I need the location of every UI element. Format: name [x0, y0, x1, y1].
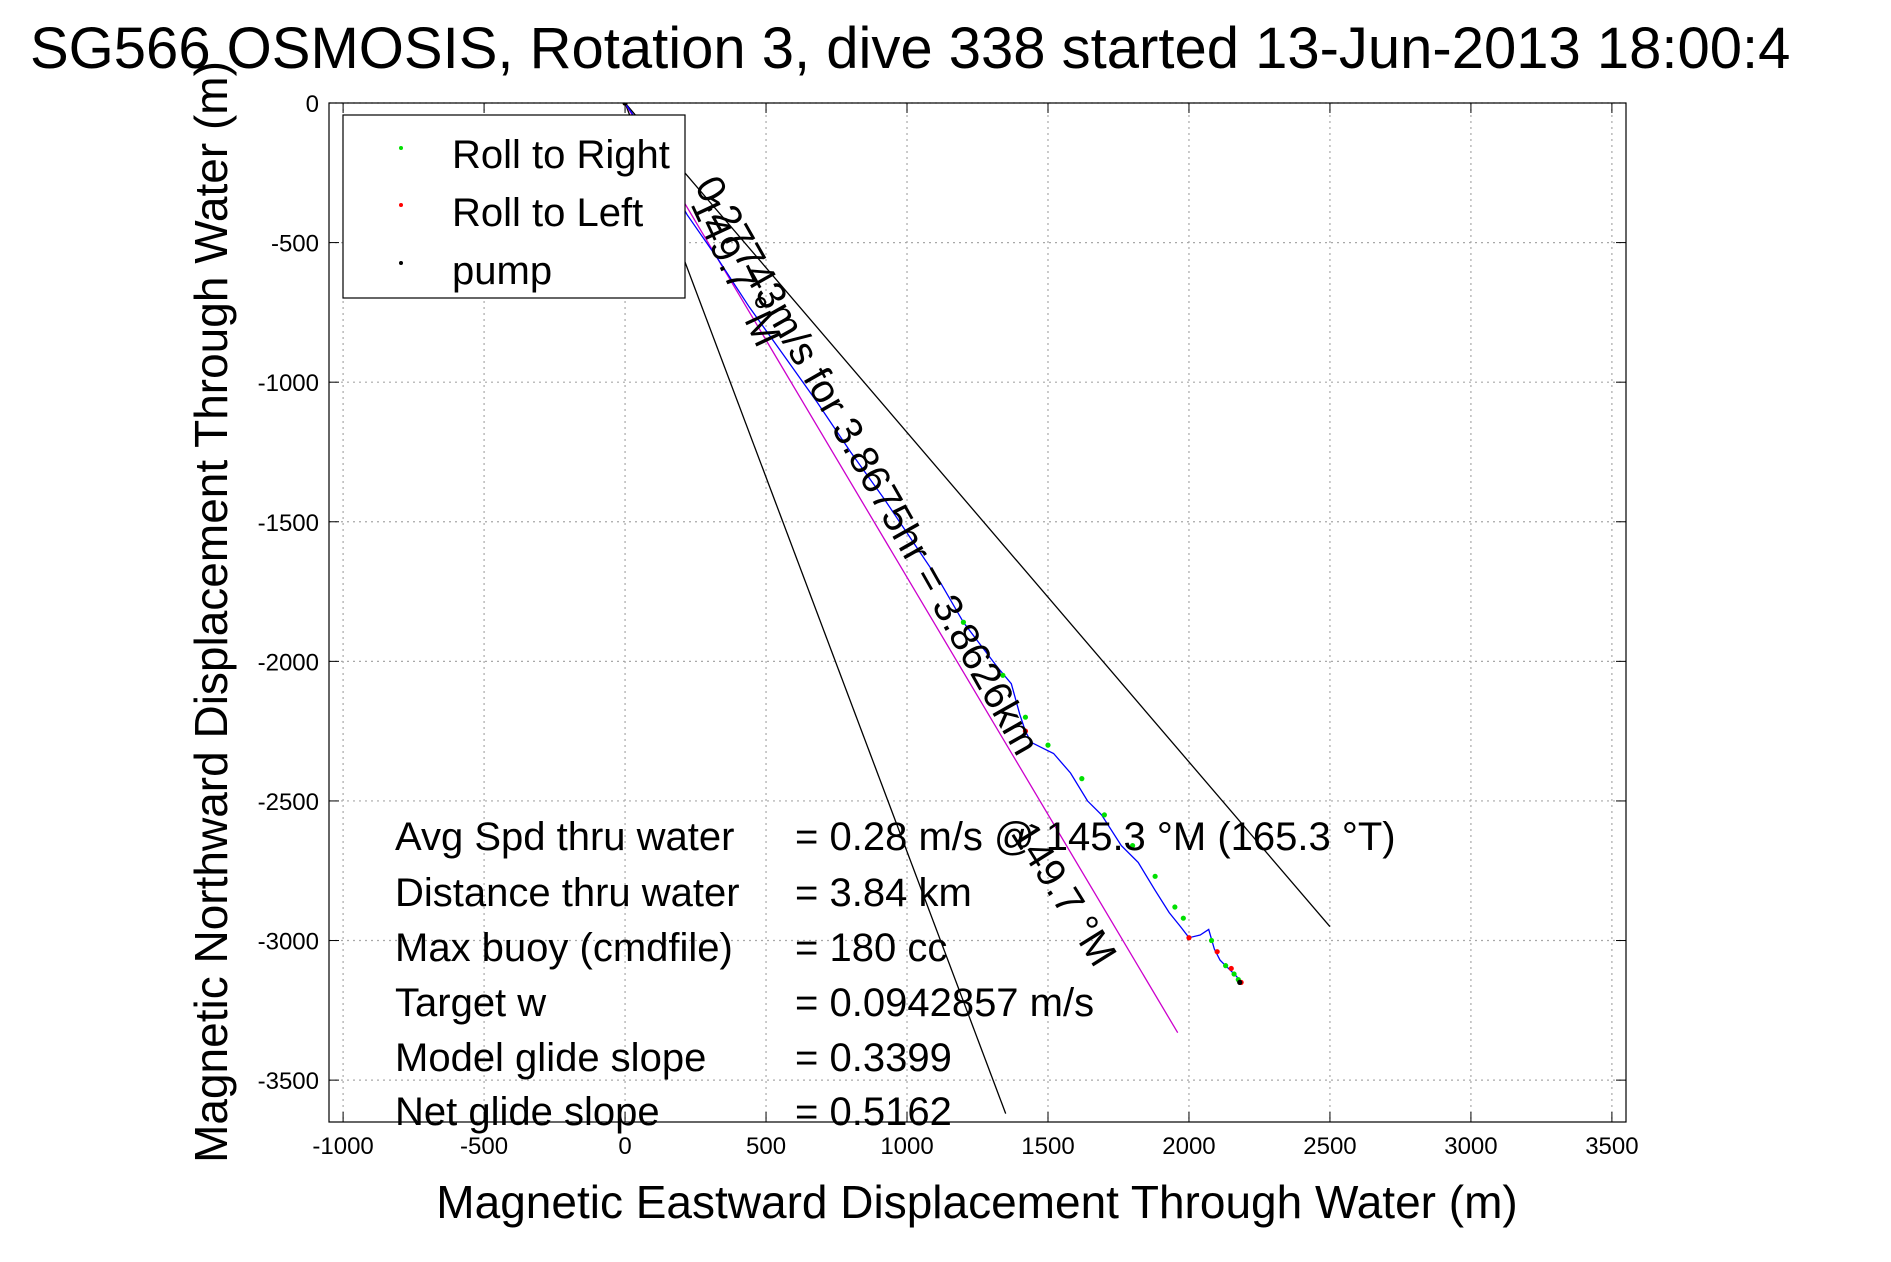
- roll-left-point: [1186, 935, 1192, 941]
- roll-right-point: [1172, 904, 1178, 910]
- x-tick-label: 1000: [880, 1133, 933, 1160]
- stat-label-max-buoy: Max buoy (cmdfile): [395, 926, 733, 970]
- stat-value-model-glide: = 0.3399: [795, 1036, 952, 1080]
- legend-marker-pump: [399, 261, 403, 265]
- x-tick-label: 2000: [1162, 1133, 1215, 1160]
- x-tick-label: 2500: [1303, 1133, 1356, 1160]
- x-axis-ticks: -1000 -500 0 500 1000 1500 2000 2500 3000 3500: [312, 103, 1639, 1160]
- plot-frame: [328, 102, 1627, 1123]
- y-tick-label: -2000: [258, 649, 319, 676]
- y-tick-label: 0: [306, 91, 319, 118]
- pump-point: [622, 103, 628, 106]
- stat-label-avg-speed: Avg Spd thru water: [395, 815, 734, 859]
- roll-right-point: [1208, 937, 1215, 944]
- y-tick-label: -1500: [258, 510, 319, 537]
- roll-right-point: [1152, 873, 1158, 879]
- roll-markers: [622, 103, 1244, 986]
- legend-label-roll-left: Roll to Left: [452, 191, 643, 235]
- stats-block: Avg Spd thru water = 0.28 m/s @ 145.3 °M…: [395, 815, 1396, 1134]
- x-tick-label: 3000: [1444, 1133, 1497, 1160]
- stat-value-max-buoy: = 180 cc: [795, 926, 947, 970]
- roll-left-point: [1228, 965, 1234, 972]
- stat-value-target-w: = 0.0942857 m/s: [795, 981, 1094, 1025]
- x-tick-label: -500: [460, 1133, 508, 1160]
- x-tick-label: 1500: [1021, 1133, 1074, 1160]
- chart-title: SG566 OSMOSIS, Rotation 3, dive 338 star…: [30, 16, 1790, 81]
- roll-right-point: [1045, 742, 1051, 748]
- y-tick-label: -3000: [258, 929, 319, 956]
- roll-right-point: [1101, 812, 1107, 818]
- pump-point: [1237, 979, 1243, 986]
- legend-label-pump: pump: [452, 249, 552, 293]
- roll-left-point: [1022, 728, 1029, 734]
- y-tick-label: -2500: [258, 789, 319, 816]
- y-axis-ticks: 0 -500 -1000 -1500 -2000 -2500 -3000 -3500: [258, 91, 1626, 1095]
- x-tick-label: 0: [618, 1133, 631, 1160]
- legend-label-roll-right: Roll to Right: [452, 133, 670, 177]
- roll-right-point: [960, 619, 967, 625]
- legend-marker-roll-right: [399, 146, 403, 150]
- roll-right-point: [1079, 776, 1085, 782]
- roll-left-point: [1214, 949, 1220, 955]
- grid: [329, 102, 1626, 1122]
- y-tick-label: -1000: [258, 370, 319, 397]
- x-axis-label: Magnetic Eastward Displacement Through W…: [436, 1176, 1517, 1228]
- stat-label-net-glide: Net glide slope: [395, 1090, 660, 1134]
- stat-value-net-glide: = 0.5162: [795, 1090, 952, 1134]
- cone-lines: [624, 103, 1331, 1114]
- roll-right-point: [1231, 971, 1237, 977]
- roll-right-point: [1022, 714, 1029, 720]
- x-tick-label: 3500: [1585, 1133, 1638, 1160]
- stat-label-distance: Distance thru water: [395, 871, 740, 915]
- y-axis-label: Magnetic Northward Displacement Through …: [185, 61, 237, 1163]
- track-line: [624, 103, 1242, 983]
- roll-right-point: [1129, 843, 1136, 849]
- y-tick-label: -3500: [258, 1068, 319, 1095]
- legend: Roll to Right Roll to Left pump: [342, 114, 686, 299]
- stat-value-avg-speed: = 0.28 m/s @ 145.3 °M (165.3 °T): [795, 815, 1396, 859]
- stat-value-distance: = 3.84 km: [795, 871, 972, 915]
- cone-line: [624, 103, 1331, 928]
- roll-right-point: [1223, 963, 1229, 969]
- cone-line: [624, 103, 1007, 1114]
- stat-label-model-glide: Model glide slope: [395, 1036, 706, 1080]
- x-tick-label: 500: [746, 1133, 786, 1160]
- roll-right-point: [1180, 915, 1186, 921]
- legend-marker-roll-left: [399, 203, 403, 207]
- roll-right-point: [1000, 672, 1006, 678]
- y-tick-label: -500: [271, 231, 319, 258]
- x-tick-label: -1000: [312, 1133, 373, 1160]
- stat-label-target-w: Target w: [395, 981, 546, 1025]
